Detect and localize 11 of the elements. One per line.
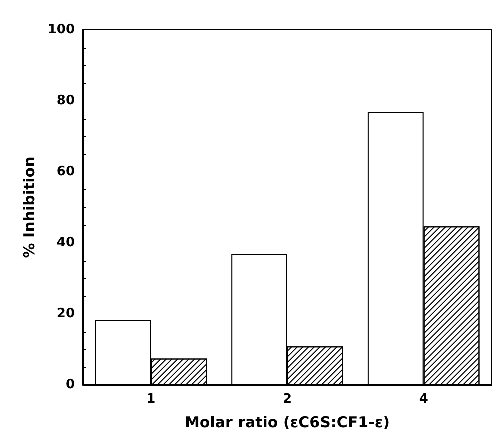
y-tick-label: 100: [48, 22, 75, 38]
x-axis-title: Molar ratio (εC6S:CF1-ε): [184, 414, 390, 432]
y-tick-label: 80: [56, 94, 75, 108]
x-tick-label: 2: [282, 392, 292, 407]
x-tick-label: 4: [419, 392, 428, 407]
y-tick-label: 40: [56, 236, 75, 250]
x-tick-label: 1: [146, 392, 156, 407]
y-tick-label: 0: [66, 378, 75, 392]
y-tick-label: 60: [56, 164, 75, 180]
y-axis-title: % Inhibition: [20, 156, 38, 258]
y-tick-label: 20: [56, 306, 75, 322]
